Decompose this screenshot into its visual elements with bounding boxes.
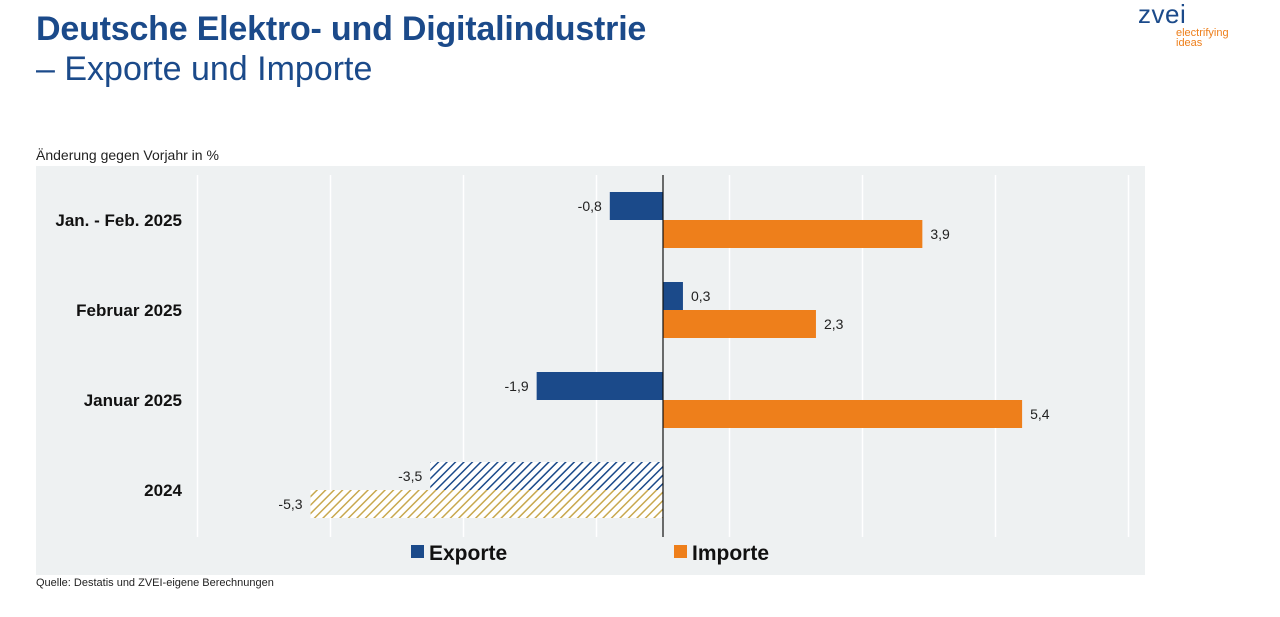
legend-exporte-label: Exporte (429, 542, 507, 565)
importe-bar (663, 310, 816, 338)
importe-bar (663, 400, 1023, 428)
importe-bar (663, 220, 923, 248)
exporte-bar (536, 372, 663, 400)
exporte-value-label: -0,8 (578, 198, 602, 214)
logo-wordmark: zvei (1138, 0, 1187, 29)
legend: Exporte Importe (411, 542, 769, 565)
legend-importe-label: Importe (692, 542, 769, 565)
category-label: Jan. - Feb. 2025 (55, 211, 182, 230)
importe-value-label: -5,3 (278, 496, 302, 512)
importe-value-label: 2,3 (824, 316, 844, 332)
category-label: Januar 2025 (84, 391, 182, 410)
legend-exporte-swatch (411, 545, 424, 558)
exporte-bar (609, 192, 663, 220)
importe-bar (310, 490, 663, 518)
category-label: Februar 2025 (76, 301, 182, 320)
zvei-logo: zvei electrifying ideas (1138, 0, 1229, 49)
exporte-bar (663, 282, 683, 310)
logo-tagline-2: ideas (1176, 37, 1203, 49)
category-label: 2024 (144, 481, 182, 500)
importe-value-label: 3,9 (930, 226, 950, 242)
bars (310, 175, 1023, 537)
source-note: Quelle: Destatis und ZVEI-eigene Berechn… (36, 577, 274, 589)
unit-label: Änderung gegen Vorjahr in % (36, 147, 219, 163)
labels: Jan. - Feb. 2025 -0,8 3,9 Februar 2025 0,3 2,… (55, 198, 1049, 512)
exporte-value-label: -1,9 (505, 378, 529, 394)
logo-tagline-1: electrifying (1176, 27, 1229, 39)
legend-importe-swatch (674, 545, 687, 558)
page-title: Deutsche Elektro- und Digitalindustrie (36, 10, 647, 48)
exporte-value-label: 0,3 (691, 288, 711, 304)
page-subtitle: – Exporte und Importe (36, 50, 373, 88)
exporte-bar (430, 462, 663, 490)
exporte-value-label: -3,5 (398, 468, 422, 484)
importe-value-label: 5,4 (1030, 406, 1050, 422)
